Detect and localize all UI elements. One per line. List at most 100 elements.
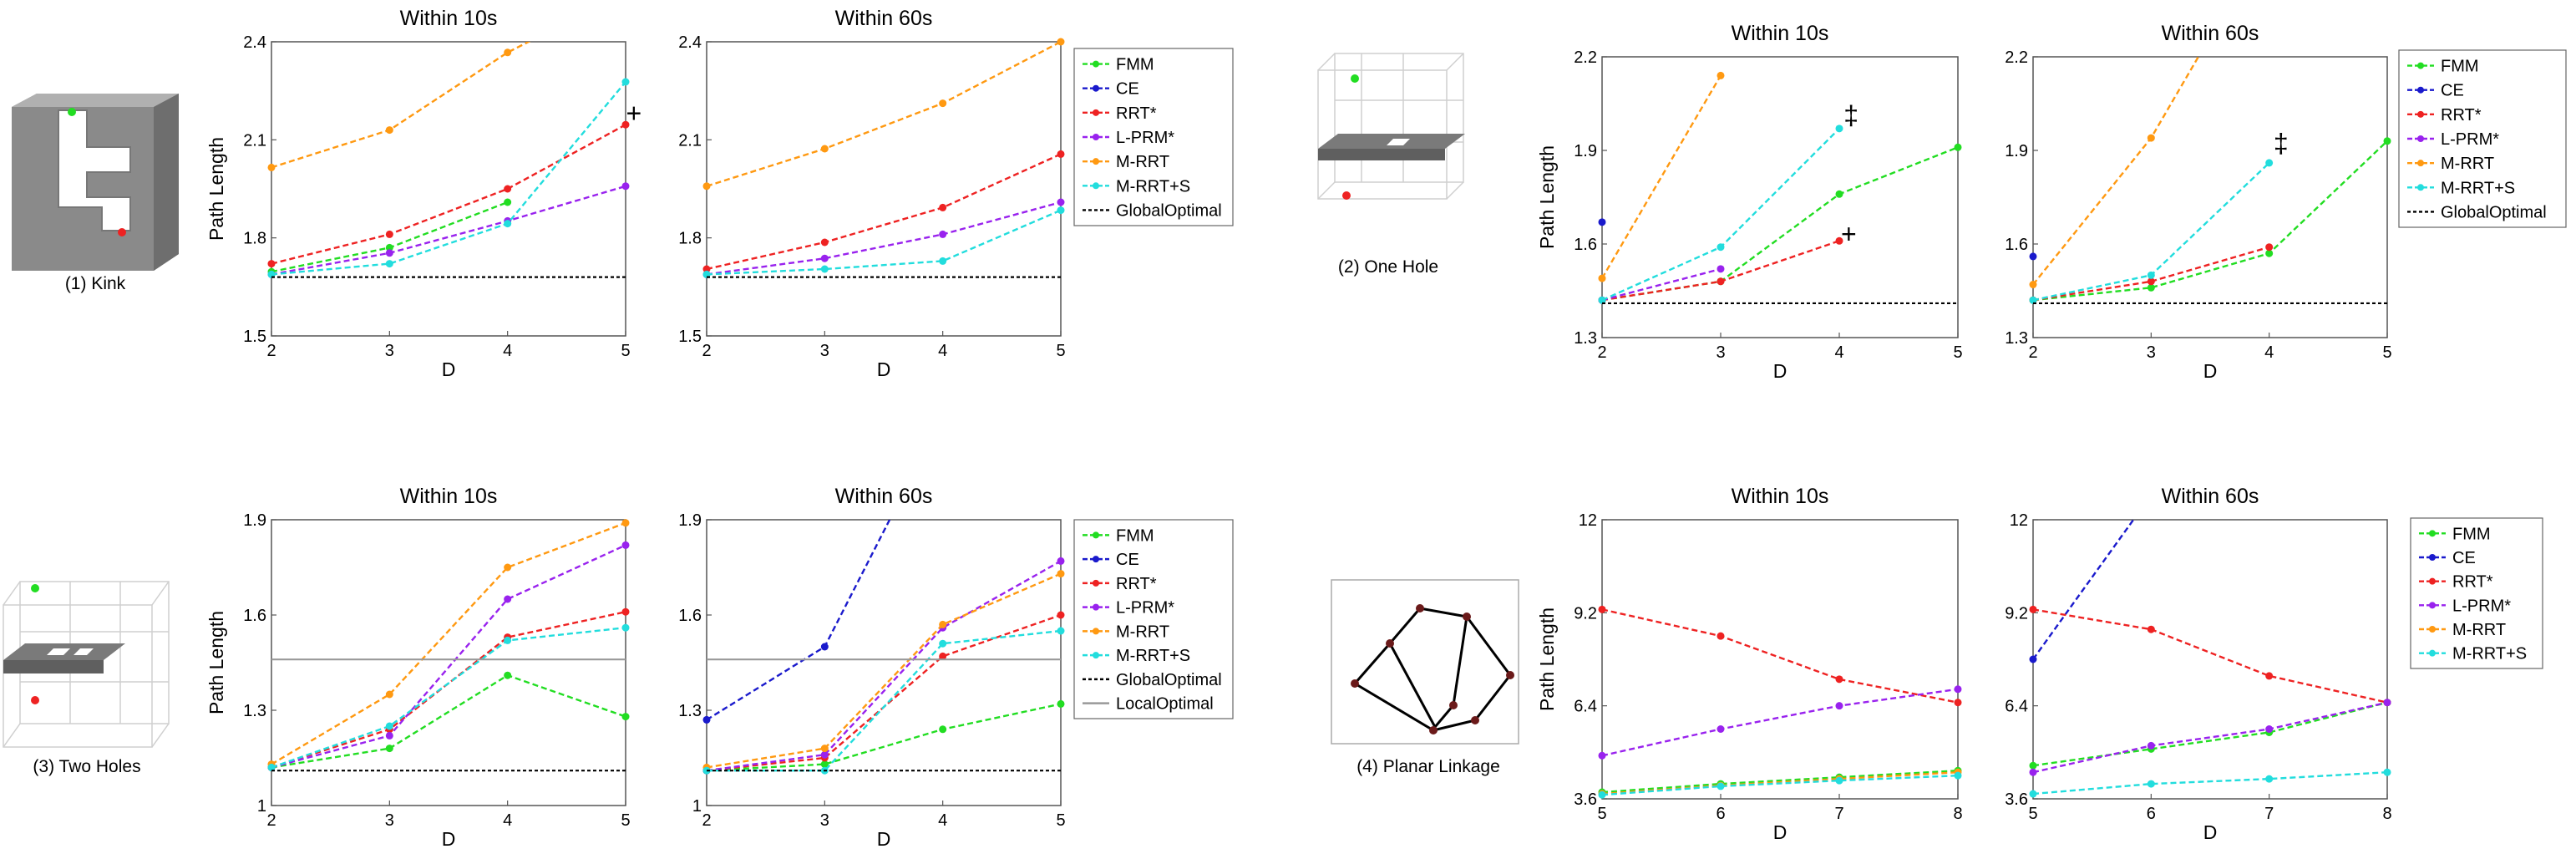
plot-area <box>1601 519 1959 800</box>
data-point-m-rrt-s <box>1598 790 1606 799</box>
y-tick-label: 1.9 <box>2005 142 2028 160</box>
caption-planar-linkage: (4) Planar Linkage <box>1356 757 1500 776</box>
two-holes-goal-point <box>31 696 39 704</box>
data-point-m-rrt <box>504 563 512 572</box>
legend-label-l-prm: L-PRM* <box>2441 130 2499 149</box>
series-line-m-rrt <box>2033 57 2199 286</box>
two-holes-opening-2 <box>74 648 94 655</box>
data-point-m-rrt-s <box>621 78 630 86</box>
data-point-m-rrt-s <box>2265 159 2274 167</box>
legend-label-m-rrt-s: M-RRT+S <box>1116 647 1190 665</box>
x-axis-label: D <box>2203 360 2218 382</box>
series-line-rrt <box>707 153 1061 271</box>
legend-marker-rrt <box>1093 109 1099 116</box>
two-holes-start-point <box>31 584 39 592</box>
data-point-l-prm <box>1057 198 1065 206</box>
x-tick-label: 2 <box>2028 343 2037 362</box>
data-point-fmm <box>504 671 512 679</box>
legend-marker-l-prm <box>1093 603 1099 611</box>
data-point-l-prm <box>504 595 512 603</box>
y-tick-label: 1.9 <box>243 511 266 530</box>
kink-start-point <box>68 108 76 116</box>
data-point-m-rrt <box>2147 134 2155 142</box>
data-point-m-rrt-s <box>2265 775 2274 783</box>
data-point-m-rrt-s <box>1716 782 1725 790</box>
legend-marker-fmm <box>1093 60 1099 68</box>
x-tick-label: 5 <box>1597 805 1606 823</box>
series-line-rrt <box>271 611 626 769</box>
series-line-l-prm <box>707 201 1061 276</box>
data-point-rrt <box>504 185 512 193</box>
data-point-fmm <box>1057 699 1065 708</box>
data-point-rrt <box>267 260 276 268</box>
data-point-m-rrt <box>939 620 947 628</box>
series-line-l-prm <box>707 560 1061 772</box>
data-point-fmm <box>2383 137 2391 145</box>
chart-one-hole-10s: Within 10s 2 3 4 5 1.3 1.6 1.9 2.2 D Path Length + ‡ <box>1536 22 1963 382</box>
one-hole-opening <box>1387 139 1410 145</box>
legend-label-l-prm: L-PRM* <box>1116 129 1174 147</box>
legend-box <box>1073 48 1234 226</box>
x-tick-label: 3 <box>2147 343 2156 362</box>
series-line-m-rrt <box>707 42 1061 187</box>
data-point-m-rrt <box>1598 274 1606 282</box>
plot-area <box>2032 519 2388 800</box>
series-line-m-rrt-s <box>271 81 626 276</box>
y-tick-label: 2.1 <box>243 131 266 150</box>
data-point-rrt <box>2265 672 2274 680</box>
legend-label-fmm: FMM <box>1116 56 1154 74</box>
two-holes-opening-1 <box>47 648 70 655</box>
data-point-rrt <box>2265 243 2274 252</box>
data-point-m-rrt-s <box>820 265 829 273</box>
data-point-m-rrt-s <box>939 257 947 265</box>
one-hole-illustration <box>1317 53 1464 200</box>
kink-illustration <box>12 94 179 271</box>
x-tick-label: 5 <box>2382 343 2391 362</box>
data-point-m-rrt-s <box>1598 296 1606 304</box>
series-line-fmm <box>707 703 1061 772</box>
data-point-ce <box>820 643 829 651</box>
data-point-rrt <box>2029 605 2037 613</box>
x-tick-label: 3 <box>1716 343 1725 362</box>
y-tick-label: 1.3 <box>678 702 702 720</box>
series-line-rrt <box>2033 608 2387 704</box>
data-point-m-rrt-s <box>385 260 393 268</box>
y-tick-label: 1.3 <box>1574 329 1597 348</box>
legend-one-hole: FMM CE RRT* L-PRM* M-RRT M-RRT+S GlobalOptimal <box>2398 49 2567 228</box>
data-point-fmm <box>2265 249 2274 257</box>
data-point-fmm <box>820 760 829 769</box>
data-point-fmm <box>2147 283 2155 292</box>
series-line-fmm <box>1602 770 1958 794</box>
y-tick-label: 1.6 <box>2005 236 2028 254</box>
legend-linkage: FMM CE RRT* L-PRM* M-RRT M-RRT+S <box>2410 517 2543 669</box>
legend-label-l-prm: L-PRM* <box>1116 599 1174 618</box>
x-tick-label: 3 <box>820 342 829 360</box>
data-point-m-rrt <box>820 145 829 153</box>
series-line-m-rrt-s <box>271 627 626 769</box>
annotation-marker: ‡ <box>1843 100 1858 130</box>
caption-kink: (1) Kink <box>65 274 126 293</box>
data-point-rrt <box>939 652 947 660</box>
legend-two-holes: FMM CE RRT* L-PRM* M-RRT M-RRT+S GlobalOptimal… <box>1073 519 1234 719</box>
data-point-m-rrt-s <box>2383 768 2391 776</box>
legend-marker-m-rrt-s <box>1093 182 1099 190</box>
y-axis-label: Path Length <box>205 611 227 714</box>
data-point-l-prm <box>385 249 393 257</box>
x-tick-label: 2 <box>702 811 711 830</box>
legend-label-rrt: RRT* <box>2441 106 2482 125</box>
chart-title: Within 60s <box>2162 22 2259 45</box>
x-tick-label: 4 <box>938 342 947 360</box>
data-point-m-rrt <box>385 690 393 699</box>
legend-marker-m-rrt-s <box>2417 184 2424 191</box>
data-point-m-rrt-s <box>2029 790 2037 798</box>
y-tick-label: 1.3 <box>243 702 266 720</box>
kink-channel <box>58 109 131 231</box>
y-tick-label: 1 <box>692 797 702 816</box>
plot-area <box>706 519 1062 806</box>
series-line-ce <box>707 520 891 721</box>
legend-marker-m-rrt <box>1093 628 1099 635</box>
data-point-fmm <box>621 713 630 721</box>
legend-marker-l-prm <box>2429 602 2436 609</box>
y-tick-label: 1.5 <box>243 328 266 346</box>
series-line-m-rrt <box>271 42 531 169</box>
